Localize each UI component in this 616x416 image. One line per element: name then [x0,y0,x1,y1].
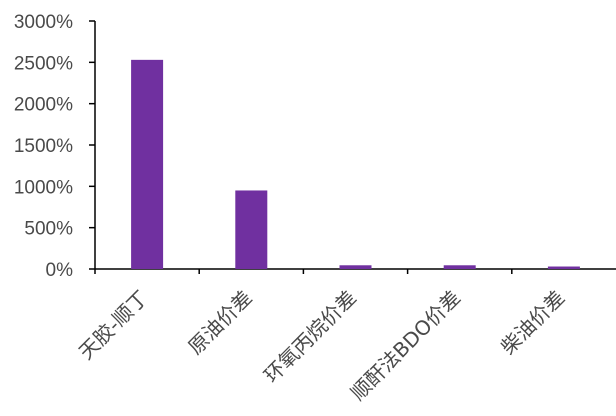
y-tick-label: 3000% [14,12,73,33]
x-tick-label: 柴油价差 [496,286,570,360]
y-tick-label: 1000% [14,177,73,198]
y-tick-label: 1500% [14,136,73,157]
x-axis [94,268,616,274]
y-tick-label: 2000% [14,95,73,116]
y-tick-label: 500% [24,219,73,240]
y-axis: 0% 500% 1000% 1500% 2000% 2500% 3000% [14,12,96,281]
bar [547,266,580,269]
x-tick-label: 环氧丙烷价差 [259,286,361,388]
x-tick-label: 天胶-顺丁 [74,286,153,365]
y-tick-label: 2500% [14,53,73,74]
bar [131,59,164,269]
bar [443,265,476,269]
bar [339,265,372,269]
y-tick-label: 0% [46,260,74,281]
bars [131,59,580,269]
bar [235,190,268,269]
x-tick-label: 顺酐法BDO价差 [346,286,465,405]
x-tick-label: 原油价差 [183,286,257,360]
